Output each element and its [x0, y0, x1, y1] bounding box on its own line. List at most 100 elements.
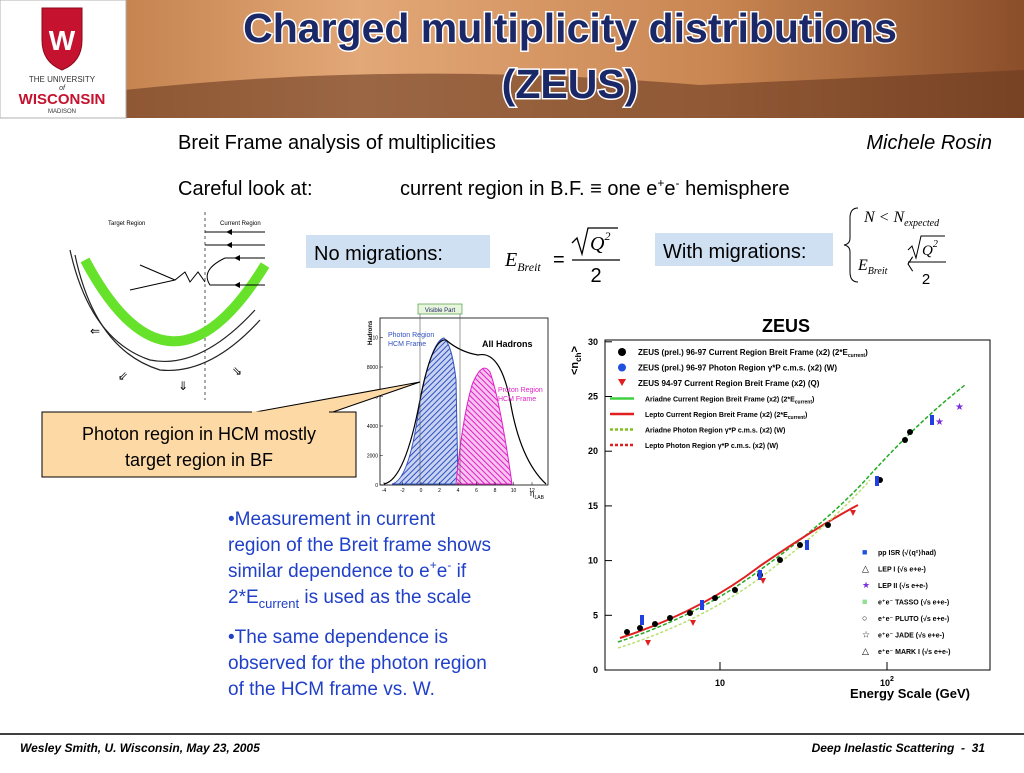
text: η — [530, 489, 534, 498]
legend-symbol: ☆ — [862, 630, 870, 640]
no-migrations-box — [306, 235, 490, 268]
callout-text: Photon region in HCM mostly — [82, 424, 316, 444]
text: e — [664, 178, 675, 200]
text: similar dependence to e — [228, 561, 430, 582]
formula-q: Q2 — [922, 239, 938, 259]
legend-entry: e⁺e⁻ MARK I (√s e+e-) — [878, 648, 951, 656]
legend-entry: Ariadne Photon Region γ*P c.m.s. (x2) (W… — [645, 428, 785, 435]
hist-x-tick-label: -4 — [382, 488, 387, 494]
logo-text: THE UNIVERSITY — [29, 75, 96, 84]
plot-frame — [604, 339, 991, 671]
sub: Breit — [517, 260, 541, 274]
hist-x-tick-label: 4 — [457, 488, 460, 494]
text: Lepto Current Region Breit Frame (x2) (2… — [645, 412, 788, 419]
zeus-yticks: 0 5 10 15 20 25 30 — [588, 337, 612, 675]
hist-x-tick-label: 6 — [475, 488, 478, 494]
hist-x-tick-label: 8 — [494, 488, 497, 494]
legend-symbol — [618, 363, 626, 372]
text: ZEUS (prel.) 96-97 Photon Region γ*P c.m… — [638, 364, 837, 373]
title: (ZEUS) — [502, 61, 639, 107]
x-tick-label: 102 — [880, 676, 894, 688]
text: hemisphere — [680, 178, 790, 200]
legend-symbol: ■ — [862, 597, 867, 607]
zeus-xlabel: Energy Scale (GeV) — [850, 686, 970, 701]
subtitle: Breit Frame analysis of multiplicities — [178, 132, 496, 154]
bullet-line: •The same dependence is — [228, 627, 448, 648]
formula-lt: 〈 — [898, 257, 914, 274]
hist-label: Photon Region — [388, 332, 434, 339]
callout-box — [41, 411, 357, 478]
zeus-figure: ZEUS <nch> Energy Scale (GeV) 10 102 051… — [569, 316, 991, 701]
y-tick-label: 25 — [588, 392, 598, 402]
y-tick-label: 15 — [588, 501, 598, 511]
text: ) — [865, 348, 868, 357]
text: ) — [805, 412, 807, 419]
legend-entry: e⁺e⁻ TASSO (√s e+e-) — [878, 599, 949, 607]
hist-xlabel: ηLAB — [530, 489, 545, 501]
with-migrations-box — [655, 233, 833, 266]
logo-text: MADISON — [48, 109, 76, 115]
bullet-line: of the HCM frame vs. W. — [228, 679, 435, 700]
formula-e: EBreit — [857, 257, 888, 277]
legend-entry: Ariadne Current Region Breit Frame (x2) … — [645, 397, 814, 406]
legend-entry: e⁺e⁻ PLUTO (√s e+e-) — [878, 615, 949, 623]
author: Michele Rosin — [866, 132, 992, 154]
zeus-ylabel: <nch> — [569, 346, 583, 375]
bullet-line: similar dependence to e+e- if — [228, 558, 467, 582]
logo-text: WISCONSIN — [19, 91, 106, 108]
legend-entry: ZEUS (prel.) 96-97 Photon Region γ*P c.m… — [638, 364, 837, 373]
with-migrations-label: With migrations: — [663, 241, 806, 263]
svg-text:★: ★ — [935, 417, 944, 428]
text: ZEUS 94-97 Current Region Breit Frame (x… — [638, 379, 820, 388]
text: E — [857, 257, 868, 274]
text: > — [569, 346, 581, 352]
legend-entry: pp ISR (√⟨q²⟩had) — [878, 549, 936, 557]
sub: Breit — [868, 266, 888, 277]
legend-entry: Lepto Current Region Breit Frame (x2) (2… — [645, 412, 807, 421]
breit-diagram: Target Region Current Region ⇐ ⇙ ⇓ ⇘ — [69, 212, 270, 400]
y-tick-label: 5 — [593, 610, 598, 620]
bullet-list: •Measurement in current region of the Br… — [228, 509, 491, 700]
text: Ariadne Current Region Breit Frame (x2) … — [645, 397, 795, 404]
text: Ariadne Photon Region γ*P c.m.s. (x2) (W… — [645, 428, 785, 435]
formula-den: 2 — [590, 265, 601, 287]
hist-y-tick-label: 0 — [375, 483, 378, 489]
data-points: ★★ — [624, 402, 964, 646]
zeus-legend-2: ■ pp ISR (√⟨q²⟩had) △ LEP I (√s e+e-) ★ LEP I… — [862, 547, 951, 656]
formula-eq: = — [553, 249, 565, 271]
legend-symbol: △ — [862, 564, 869, 574]
arrow-glyph: ⇐ — [90, 324, 100, 338]
hist-y-tick-label: 8000 — [367, 365, 378, 371]
bullet-line: •Measurement in current — [228, 509, 436, 530]
hist-label: HCM Frame — [388, 341, 426, 348]
formula: N < Nexpected EBreit 〈 Q2 2 — [843, 207, 946, 288]
legend-symbol: ★ — [862, 580, 870, 590]
legend-symbol: ■ — [862, 547, 867, 557]
legend-entry: e⁺e⁻ JADE (√s e+e-) — [878, 632, 944, 640]
hist-y-tick-label: 4000 — [367, 424, 378, 430]
arrow-glyph: ⇘ — [232, 364, 242, 378]
hist-xticks: -4 -2 0 2 4 6 8 10 12 — [382, 482, 535, 494]
legend-symbol: ○ — [862, 613, 867, 623]
hist-x-tick-label: 10 — [511, 488, 517, 494]
bullet-line: observed for the photon region — [228, 653, 487, 674]
sub: current — [848, 353, 866, 359]
diagram-label: Current Region — [220, 221, 261, 227]
formula: EBreit = Q2 2 — [504, 227, 620, 287]
text: 10 — [880, 678, 890, 688]
hist-label: HCM Frame — [498, 396, 536, 403]
legend-entry: ZEUS 94-97 Current Region Breit Frame (x… — [638, 379, 820, 388]
sup: - — [447, 558, 451, 572]
footer-left: Wesley Smith, U. Wisconsin, May 23, 2005 — [20, 741, 260, 755]
text: Q — [590, 233, 605, 255]
arrow-glyph: ⇓ — [178, 379, 188, 393]
text: E — [504, 249, 517, 271]
sub: ch — [574, 352, 583, 361]
text: <n — [569, 362, 581, 375]
text: current region in B.F. ≡ one e — [400, 178, 657, 200]
legend-entry: LEP II (√s e+e-) — [878, 582, 928, 590]
legend-entry: ZEUS (prel.) 96-97 Current Region Breit … — [638, 348, 868, 359]
sub: current — [795, 400, 813, 406]
